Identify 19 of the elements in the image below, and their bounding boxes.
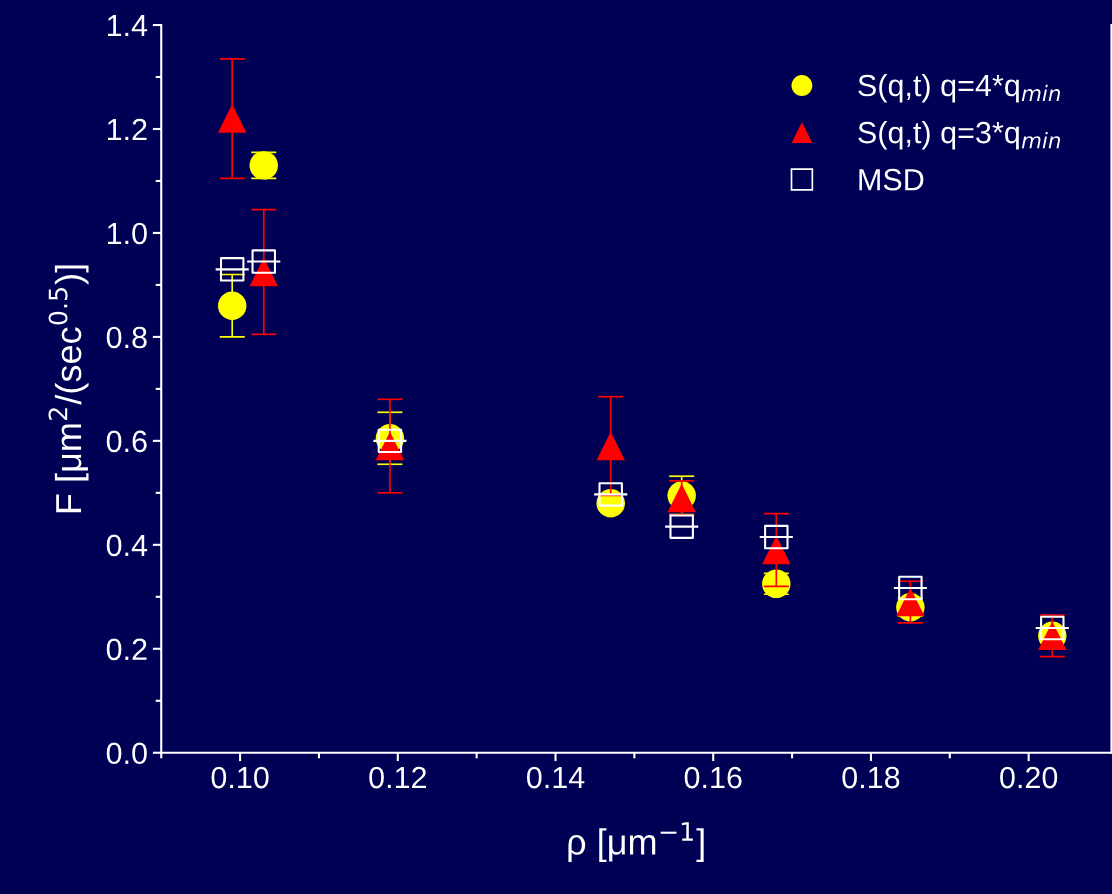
x-tick-label: 0.16 (684, 766, 742, 789)
x-tick-label: 0.10 (211, 766, 269, 789)
y-tick-label: 0.0 (106, 742, 147, 765)
x-tick-label: 0.18 (842, 766, 900, 789)
y-axis-title: F [μm$^{2}$/(sec$^{0.5}$)] (48, 265, 89, 513)
legend-label: S(q,t) q=4*q$_{min}$ (858, 73, 1060, 103)
x-tick-label: 0.12 (369, 766, 427, 789)
legend-label: S(q,t) q=3*q$_{min}$ (858, 120, 1060, 150)
y-tick-label: 1.2 (107, 118, 147, 141)
y-tick-label: 0.8 (106, 326, 147, 349)
y-tick-label: 1.4 (107, 15, 148, 37)
y-tick-label: 1.0 (107, 222, 147, 245)
x-tick-label: 0.14 (526, 766, 585, 789)
legend-label: MSD (859, 168, 924, 191)
y-tick-label: 0.2 (106, 638, 147, 661)
y-tick-label: 0.4 (106, 534, 148, 557)
x-axis-title: ρ [μm$^{−1}$] (568, 822, 704, 862)
x-tick-label: 0.20 (1000, 766, 1058, 789)
y-tick-label: 0.6 (106, 430, 147, 453)
